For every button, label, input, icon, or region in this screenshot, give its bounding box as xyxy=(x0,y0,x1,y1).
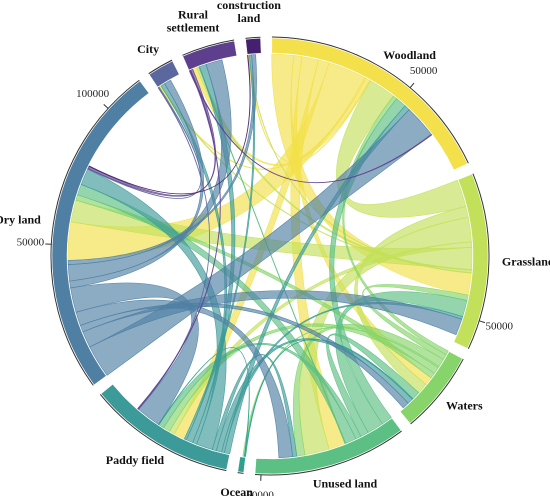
sector-arc xyxy=(148,60,180,88)
sector-label: Ocean xyxy=(220,484,253,496)
chord xyxy=(87,86,202,199)
chord xyxy=(77,184,357,444)
tick-label: 50000 xyxy=(246,489,274,496)
sector-label: Paddy field xyxy=(105,452,165,467)
sector-axis xyxy=(237,472,244,474)
chord xyxy=(335,291,468,433)
sector-label: City xyxy=(137,42,160,57)
tick-mark xyxy=(479,320,486,324)
sector-axis xyxy=(182,39,235,56)
sector-arc xyxy=(399,351,463,424)
chord xyxy=(67,54,257,265)
chord xyxy=(137,69,221,410)
sector-axis xyxy=(50,79,140,386)
sector-arc xyxy=(100,383,230,470)
sector-axis xyxy=(254,430,402,476)
sector-axis xyxy=(99,394,227,472)
sector-label: Rural settlement xyxy=(166,7,220,35)
sector-axis xyxy=(410,358,464,425)
sector-axis xyxy=(148,59,173,75)
sector-arc xyxy=(245,37,262,55)
tick-label: 50000 xyxy=(410,65,438,77)
chord xyxy=(88,54,251,195)
chord xyxy=(158,347,250,457)
chord xyxy=(87,68,216,197)
sector-arc xyxy=(254,417,402,475)
sector-axis xyxy=(467,173,490,350)
chord xyxy=(137,87,210,410)
chord xyxy=(215,338,413,453)
chord xyxy=(75,194,435,379)
sector-arc xyxy=(453,173,489,349)
chord xyxy=(342,95,449,356)
sector-arc xyxy=(51,80,150,386)
chord xyxy=(188,70,433,183)
chord xyxy=(244,339,414,457)
tick-mark xyxy=(103,104,109,109)
sector-label: Other construction land xyxy=(216,0,281,25)
sector-axis xyxy=(245,36,261,39)
tick-label: 50000 xyxy=(485,321,513,333)
sector-label: Waters xyxy=(446,398,483,413)
chord xyxy=(75,299,293,459)
chord xyxy=(336,80,467,218)
sector-axis xyxy=(271,36,469,164)
sector-arc xyxy=(271,37,468,171)
chord xyxy=(183,54,256,441)
chords xyxy=(67,53,473,459)
sector-arc xyxy=(237,456,246,473)
tick-label: 50000 xyxy=(17,237,45,249)
tick-label: 100000 xyxy=(76,88,110,100)
tick-mark xyxy=(409,82,415,89)
chord xyxy=(70,282,199,425)
sector-label: Unused land xyxy=(312,477,378,492)
sector-label: Grassland xyxy=(501,254,550,269)
sector-label: Dry land xyxy=(0,212,41,227)
chord xyxy=(221,302,464,454)
sector-arc xyxy=(182,40,238,71)
sector-label: Woodland xyxy=(383,47,436,62)
